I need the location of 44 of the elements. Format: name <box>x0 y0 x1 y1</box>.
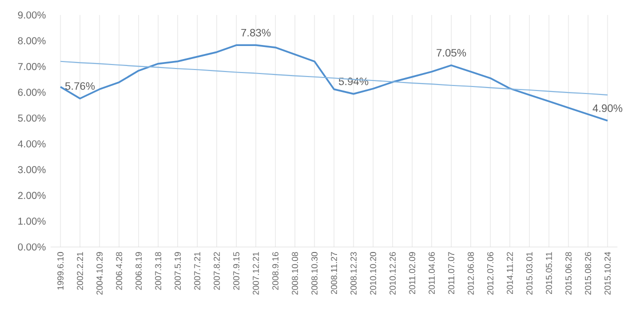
y-tick-label: 4.00% <box>18 140 46 148</box>
data-label: 7.05% <box>436 49 466 57</box>
x-tick-label: 2015.06.28 <box>565 252 572 295</box>
x-tick-label: 2007.12.21 <box>252 252 259 295</box>
data-label: 7.83% <box>241 28 271 36</box>
x-tick-label: 2014.11.22 <box>506 252 513 294</box>
x-tick-label: 2007.3.18 <box>155 252 162 290</box>
x-tick-label: 2011.02.09 <box>409 252 416 294</box>
x-tick-label: 2010.10.20 <box>370 252 376 295</box>
x-tick-label: 2008.10.08 <box>292 252 298 295</box>
x-tick-label: 2012.06.08 <box>468 252 474 295</box>
x-tick-label: 2011.07.07 <box>448 252 454 294</box>
x-tick-label: 2007.7.21 <box>194 252 200 290</box>
x-tick-label: 2006.4.28 <box>116 252 122 290</box>
x-tick-label: 2008.9.16 <box>272 252 278 290</box>
line-series <box>60 60 608 96</box>
y-tick-label: 8.00% <box>18 37 46 44</box>
x-tick-label: 1999.6.10 <box>57 252 64 290</box>
x-tick-label: 2006.8.19 <box>136 252 142 290</box>
x-tick-label: 2008.11.27 <box>330 252 338 294</box>
x-tick-label: 2015.08.26 <box>584 252 592 295</box>
y-tick-label: 2.00% <box>18 192 46 199</box>
y-tick-label: 7.00% <box>18 63 46 70</box>
x-tick-label: 2004.10.29 <box>96 252 103 295</box>
y-tick-label: 3.00% <box>18 166 46 174</box>
x-tick-label: 2015.10.24 <box>604 252 611 295</box>
x-tick-label: 2007.8.22 <box>214 252 220 290</box>
y-tick-label: 9.00% <box>18 11 46 19</box>
x-tick-label: 2007.5.19 <box>174 252 181 290</box>
y-tick-label: 0.00% <box>18 243 46 251</box>
x-tick-label: 2015.05.11 <box>546 252 552 294</box>
y-tick-label: 1.00% <box>18 218 46 225</box>
y-tick-label: 5.00% <box>18 114 46 122</box>
x-tick-label: 2015.03.01 <box>526 252 532 295</box>
x-tick-label: 2008.12.23 <box>350 252 357 295</box>
data-label: 4.90% <box>592 104 622 112</box>
x-tick-label: 2008.10.30 <box>311 252 318 295</box>
x-tick-label: 2002.2.21 <box>76 252 84 290</box>
x-tick-label: 2012.07.06 <box>487 252 494 295</box>
x-tick-label: 2007.9.15 <box>233 252 240 290</box>
x-tick-label: 2011.04.06 <box>428 252 435 294</box>
x-tick-label: 2010.12.26 <box>390 252 396 295</box>
y-tick-label: 6.00% <box>18 88 46 96</box>
data-label: 5.76% <box>65 82 95 90</box>
